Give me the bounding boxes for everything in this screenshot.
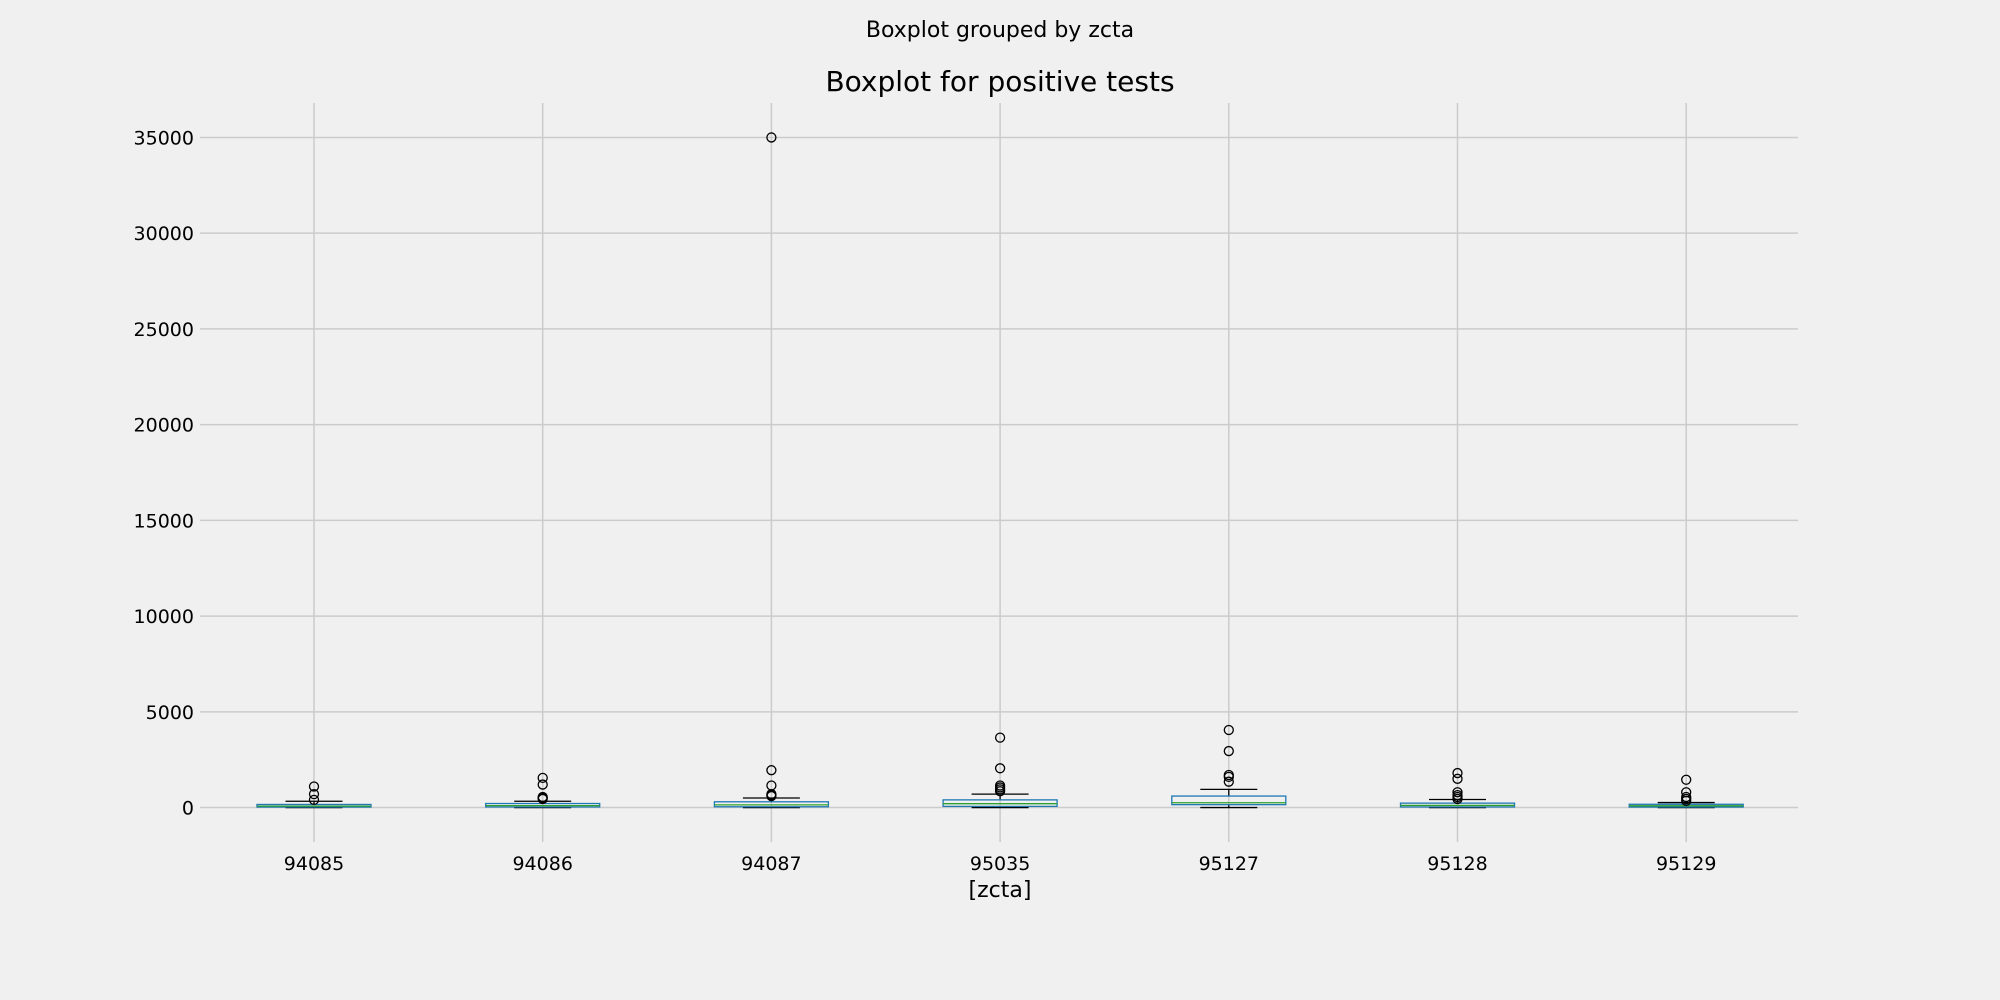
outlier-point bbox=[537, 779, 548, 790]
outlier-point bbox=[766, 765, 777, 776]
box-group bbox=[1399, 767, 1516, 809]
box-group bbox=[713, 132, 830, 809]
x-tick-label: 94086 bbox=[512, 853, 572, 875]
outlier-point bbox=[994, 780, 1006, 791]
y-tick-label: 5000 bbox=[146, 702, 194, 724]
y-tick-label: 35000 bbox=[134, 127, 194, 149]
outlier-point bbox=[537, 772, 548, 784]
box-group bbox=[485, 772, 601, 809]
x-tick-label: 95128 bbox=[1427, 853, 1487, 875]
y-tick-label: 15000 bbox=[134, 510, 194, 532]
outlier-point bbox=[1223, 769, 1234, 781]
outlier-point bbox=[308, 794, 320, 806]
x-tick-label: 95129 bbox=[1656, 853, 1716, 875]
box-group bbox=[256, 781, 372, 809]
boxes bbox=[256, 132, 1744, 809]
outlier-point bbox=[766, 132, 777, 143]
outlier-point bbox=[1681, 787, 1692, 798]
x-tick-labels: 94085 94086 94087 95035 95127 95128 95129 bbox=[284, 853, 1717, 875]
outlier-point bbox=[1223, 724, 1234, 736]
outlier-point bbox=[1223, 776, 1234, 787]
y-tick-label: 20000 bbox=[134, 415, 194, 437]
outlier-point bbox=[537, 791, 548, 803]
outlier-point bbox=[994, 763, 1006, 774]
grid-lines bbox=[200, 103, 1798, 842]
outlier-point bbox=[1681, 791, 1692, 803]
x-tick-label: 94085 bbox=[284, 853, 344, 875]
box-group bbox=[942, 732, 1058, 809]
outlier-point bbox=[994, 732, 1006, 743]
chart-title: Boxplot for positive tests bbox=[825, 65, 1174, 98]
outlier-point bbox=[766, 780, 777, 791]
outlier-point bbox=[1452, 789, 1463, 801]
outlier-point bbox=[1681, 774, 1692, 785]
x-tick-label: 94087 bbox=[741, 853, 801, 875]
outlier-point bbox=[308, 781, 320, 792]
box-group bbox=[1628, 774, 1744, 809]
chart-suptitle: Boxplot grouped by zcta bbox=[866, 18, 1134, 43]
x-tick-label: 95035 bbox=[970, 853, 1030, 875]
y-tick-labels: 0 5000 10000 15000 20000 25000 30000 35000 bbox=[134, 127, 194, 819]
outlier-point bbox=[308, 788, 320, 800]
outlier-point bbox=[1452, 773, 1463, 784]
y-tick-label: 10000 bbox=[134, 606, 194, 628]
y-tick-label: 25000 bbox=[134, 319, 194, 341]
box-iqr bbox=[1171, 795, 1287, 806]
y-tick-label: 30000 bbox=[134, 223, 194, 245]
y-tick-label: 0 bbox=[182, 798, 194, 820]
outlier-point bbox=[1223, 745, 1234, 757]
x-tick-label: 95127 bbox=[1199, 853, 1259, 875]
box-group bbox=[1171, 724, 1287, 809]
outlier-point bbox=[1452, 787, 1463, 798]
outlier-point bbox=[1452, 767, 1463, 779]
x-axis-label: [zcta] bbox=[969, 878, 1032, 903]
